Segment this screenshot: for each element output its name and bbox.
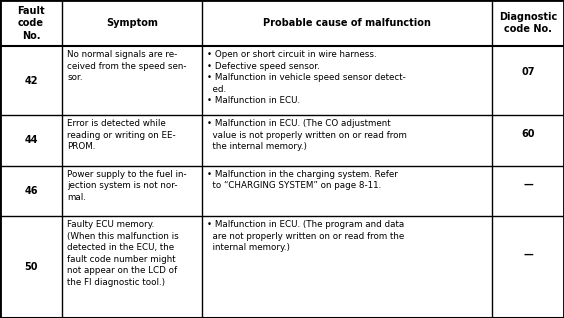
Text: • Malfunction in ECU. (The CO adjustment
  value is not properly written on or r: • Malfunction in ECU. (The CO adjustment… (207, 120, 407, 151)
Text: • Malfunction in ECU. (The program and data
  are not properly written on or rea: • Malfunction in ECU. (The program and d… (207, 220, 404, 252)
Text: Symptom: Symptom (106, 18, 158, 28)
Text: 44: 44 (24, 135, 38, 146)
Text: Diagnostic
code No.: Diagnostic code No. (499, 12, 557, 34)
Text: —: — (523, 180, 533, 190)
Text: Power supply to the fuel in-
jection system is not nor-
mal.: Power supply to the fuel in- jection sys… (67, 170, 187, 202)
Text: 07: 07 (521, 67, 535, 78)
Text: • Malfunction in the charging system. Refer
  to “CHARGING SYSTEM” on page 8-11.: • Malfunction in the charging system. Re… (207, 170, 398, 190)
Text: No normal signals are re-
ceived from the speed sen-
sor.: No normal signals are re- ceived from th… (67, 51, 187, 82)
Text: 60: 60 (521, 129, 535, 139)
Text: 50: 50 (24, 262, 38, 272)
Text: Error is detected while
reading or writing on EE-
PROM.: Error is detected while reading or writi… (67, 120, 175, 151)
Text: 42: 42 (24, 76, 38, 86)
Text: Probable cause of malfunction: Probable cause of malfunction (263, 18, 431, 28)
Text: 46: 46 (24, 186, 38, 196)
Text: —: — (523, 250, 533, 260)
Text: Faulty ECU memory.
(When this malfunction is
detected in the ECU, the
fault code: Faulty ECU memory. (When this malfunctio… (67, 220, 179, 287)
Text: • Open or short circuit in wire harness.
• Defective speed sensor.
• Malfunction: • Open or short circuit in wire harness.… (207, 51, 406, 105)
Text: Fault
code
No.: Fault code No. (17, 6, 45, 40)
